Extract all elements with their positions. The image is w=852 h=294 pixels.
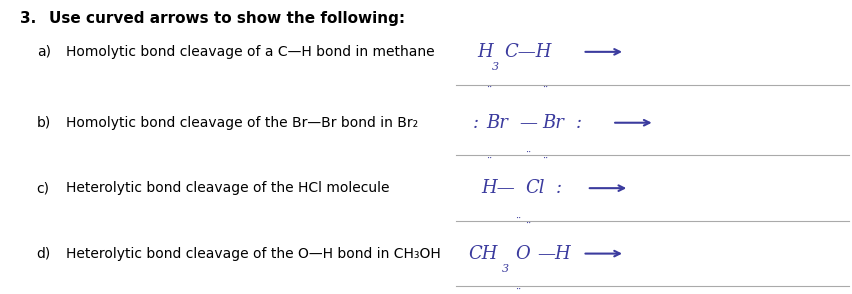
Text: ··: ·· (486, 154, 492, 163)
Text: Use curved arrows to show the following:: Use curved arrows to show the following: (49, 11, 406, 26)
Text: ··: ·· (525, 148, 532, 157)
Text: H—: H— (481, 179, 515, 197)
Text: H: H (477, 43, 492, 61)
Text: Homolytic bond cleavage of a C—H bond in methane: Homolytic bond cleavage of a C—H bond in… (66, 45, 435, 59)
Text: O: O (515, 245, 530, 263)
Text: a): a) (37, 45, 50, 59)
Text: :: : (473, 114, 479, 132)
Text: C—H: C—H (504, 43, 552, 61)
Text: :: : (576, 114, 582, 132)
Text: c): c) (37, 181, 49, 195)
Text: CH: CH (469, 245, 498, 263)
Text: ··: ·· (515, 285, 521, 293)
Text: Homolytic bond cleavage of the Br—Br bond in Br₂: Homolytic bond cleavage of the Br—Br bon… (66, 116, 418, 130)
Text: Cl: Cl (525, 179, 544, 197)
Text: :: : (556, 179, 561, 197)
Text: 3.: 3. (20, 11, 36, 26)
Text: ··: ·· (515, 214, 521, 223)
Text: ··: ·· (542, 83, 548, 92)
Text: d): d) (37, 247, 51, 260)
Text: ··: ·· (486, 83, 492, 92)
Text: ··: ·· (525, 219, 532, 228)
Text: —H: —H (538, 245, 572, 263)
Text: 3: 3 (492, 62, 499, 72)
Text: Br: Br (486, 114, 508, 132)
Text: Heterolytic bond cleavage of the O—H bond in CH₃OH: Heterolytic bond cleavage of the O—H bon… (66, 247, 441, 260)
Text: Br: Br (542, 114, 564, 132)
Text: Heterolytic bond cleavage of the HCl molecule: Heterolytic bond cleavage of the HCl mol… (66, 181, 389, 195)
Text: —: — (519, 114, 537, 132)
Text: ··: ·· (542, 154, 548, 163)
Text: b): b) (37, 116, 51, 130)
Text: 3: 3 (502, 264, 509, 274)
